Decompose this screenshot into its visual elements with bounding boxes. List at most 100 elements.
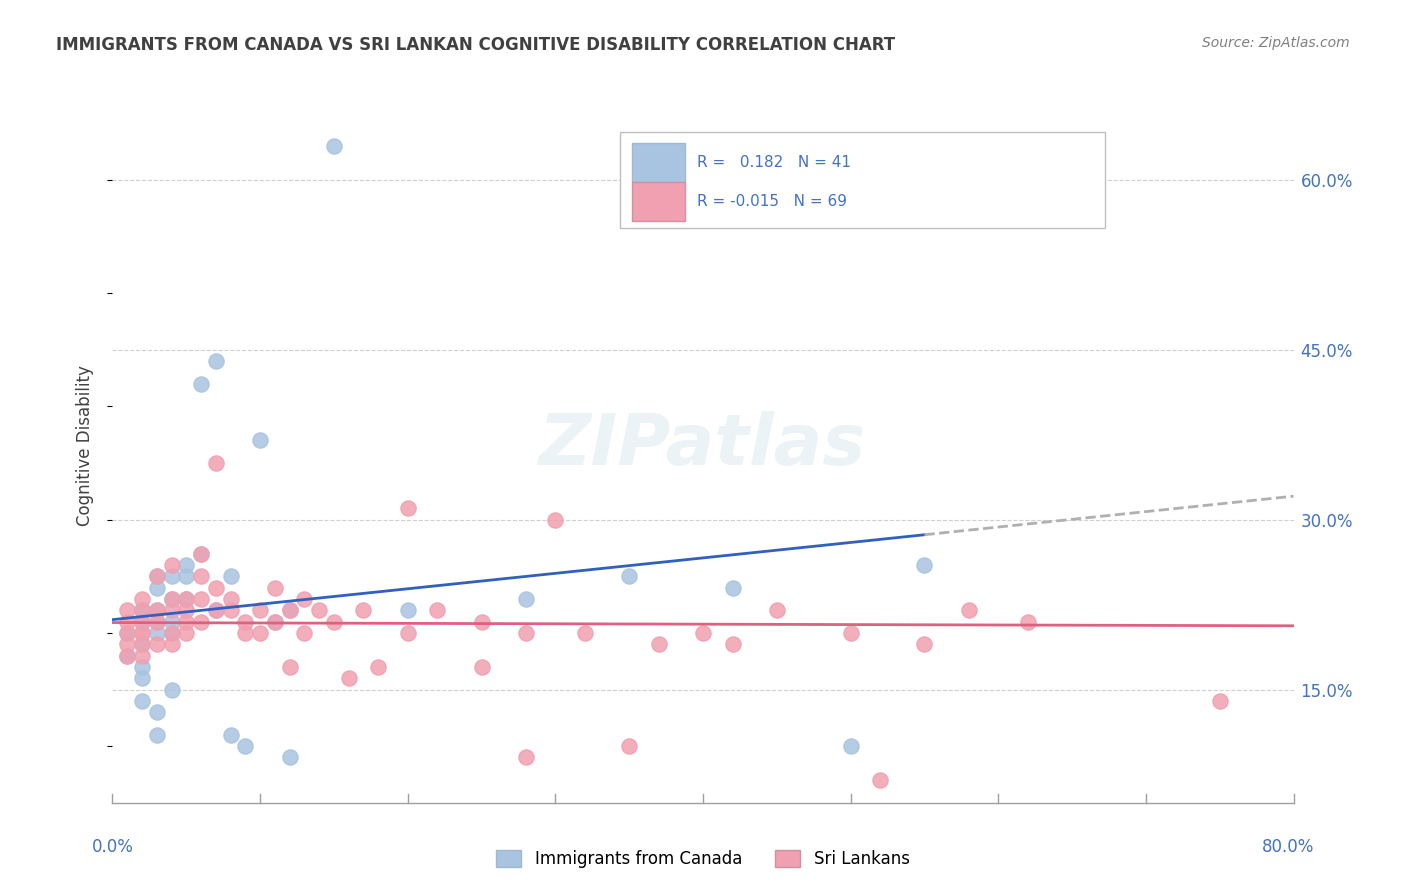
Point [117,626,138,640]
Point [308,603,330,617]
Point [117,626,138,640]
Point [190,615,212,629]
Point [131,671,153,685]
Point [190,547,212,561]
Point [292,591,315,606]
Point [146,626,169,640]
Point [205,354,228,368]
Point [174,569,197,583]
Point [131,626,153,640]
Point [160,603,183,617]
Point [914,637,936,651]
Point [160,591,183,606]
Point [117,648,138,663]
Text: IMMIGRANTS FROM CANADA VS SRI LANKAN COGNITIVE DISABILITY CORRELATION CHART: IMMIGRANTS FROM CANADA VS SRI LANKAN COG… [56,36,896,54]
Point [190,591,212,606]
Point [264,581,287,595]
Point [160,569,183,583]
Point [146,705,169,719]
Point [264,615,287,629]
Point [146,569,169,583]
Point [515,626,537,640]
Point [278,603,301,617]
Point [174,591,197,606]
Point [619,739,641,754]
Point [174,626,197,640]
Point [323,615,346,629]
Point [396,501,419,516]
FancyBboxPatch shape [633,143,685,182]
Point [205,456,228,470]
Point [396,603,419,617]
Point [470,660,494,674]
Point [117,615,138,629]
Point [249,603,271,617]
Point [117,637,138,651]
Point [721,637,744,651]
Point [190,376,212,391]
Point [574,626,596,640]
Point [647,637,671,651]
Point [323,138,346,153]
Point [470,615,494,629]
Point [131,637,153,651]
Text: 0.0%: 0.0% [91,838,134,856]
Point [160,626,183,640]
Point [1208,694,1232,708]
Point [233,615,256,629]
Point [264,615,287,629]
Point [117,648,138,663]
Point [278,603,301,617]
Point [205,603,228,617]
FancyBboxPatch shape [620,132,1105,228]
Point [146,728,169,742]
Point [766,603,789,617]
Point [869,773,891,788]
Point [233,626,256,640]
Point [146,603,169,617]
Point [131,660,153,674]
Point [278,660,301,674]
Point [1017,615,1039,629]
Point [160,637,183,651]
Point [278,750,301,764]
Point [174,591,197,606]
FancyBboxPatch shape [633,182,685,221]
Point [190,547,212,561]
Point [146,581,169,595]
Point [146,603,169,617]
Point [205,603,228,617]
Point [160,682,183,697]
Point [367,660,389,674]
Point [619,569,641,583]
Point [131,648,153,663]
Point [174,558,197,572]
Point [146,569,169,583]
Point [131,615,153,629]
Legend: Immigrants from Canada, Sri Lankans: Immigrants from Canada, Sri Lankans [489,843,917,875]
Text: 80.0%: 80.0% [1263,838,1315,856]
Point [233,739,256,754]
Point [219,569,242,583]
Point [337,671,360,685]
Point [249,626,271,640]
Point [515,591,537,606]
Point [146,615,169,629]
Point [692,626,714,640]
Point [219,591,242,606]
Point [839,739,862,754]
Point [131,637,153,651]
Point [117,603,138,617]
Text: R = -0.015   N = 69: R = -0.015 N = 69 [697,194,846,210]
Point [131,615,153,629]
Point [131,694,153,708]
Point [721,581,744,595]
Point [160,558,183,572]
Point [174,603,197,617]
Point [131,603,153,617]
Y-axis label: Cognitive Disability: Cognitive Disability [76,366,94,526]
Point [190,569,212,583]
Point [131,591,153,606]
Text: ZIPatlas: ZIPatlas [540,411,866,481]
Point [914,558,936,572]
